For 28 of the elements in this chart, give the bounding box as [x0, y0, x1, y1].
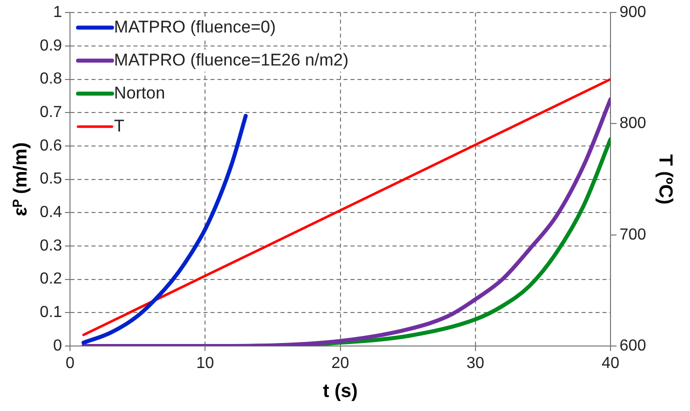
y-tick-label: 0.3: [40, 237, 62, 254]
y-tick-label: 0: [53, 337, 62, 354]
y-tick-label: 0.8: [40, 70, 62, 88]
y-tick-label: 0.1: [40, 304, 62, 322]
legend-label: T: [114, 116, 124, 136]
legend-label: MATPRO (fluence=0): [114, 17, 276, 36]
x-axis-title: t (s): [322, 380, 358, 402]
x-tick-label: 0: [66, 355, 75, 372]
y2-tick-label: 900: [620, 4, 646, 22]
y2-tick-label: 800: [620, 115, 646, 132]
y-tick-label: 0.6: [40, 137, 62, 154]
line-series: [82, 114, 248, 345]
x-tick-label: 20: [331, 355, 350, 372]
y-tick-label: 1: [53, 4, 62, 22]
x-tick-label: 40: [602, 355, 620, 372]
y2-tick-label: 700: [620, 226, 646, 244]
y-tick-label: 0.4: [40, 204, 62, 222]
legend-label: MATPRO (fluence=1E26 n/m2): [114, 50, 349, 70]
x-tick-label: 30: [466, 355, 484, 372]
y2-tick-label: 600: [620, 337, 646, 354]
y-tick-label: 0.7: [40, 104, 62, 122]
y-tick-label: 0.5: [40, 170, 62, 188]
legend-label: Norton: [114, 83, 166, 102]
x-tick-label: 10: [196, 355, 214, 372]
y2-axis-title: T (ºC): [654, 154, 676, 204]
y-tick-label: 0.2: [40, 270, 62, 288]
y-axis-title: εᴾ (m/m): [10, 142, 32, 216]
y-tick-label: 0.9: [40, 37, 62, 54]
